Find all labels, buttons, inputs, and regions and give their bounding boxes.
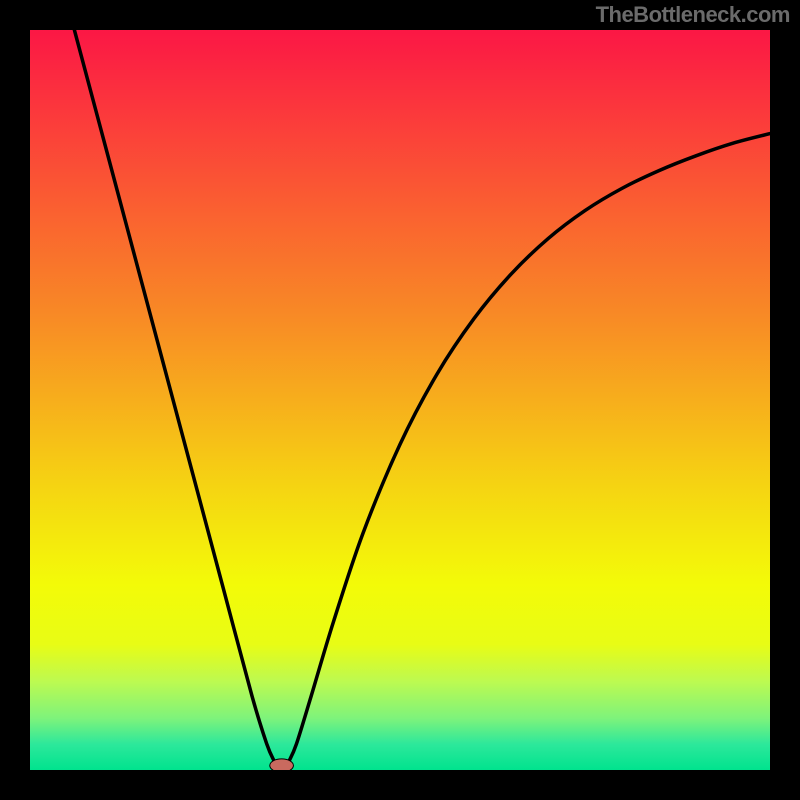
watermark-text: TheBottleneck.com: [596, 2, 790, 28]
chart-container: TheBottleneck.com: [0, 0, 800, 800]
plot-area: [30, 30, 770, 770]
plot-background: [30, 30, 770, 770]
plot-svg: [30, 30, 770, 770]
vertex-marker: [270, 759, 294, 770]
